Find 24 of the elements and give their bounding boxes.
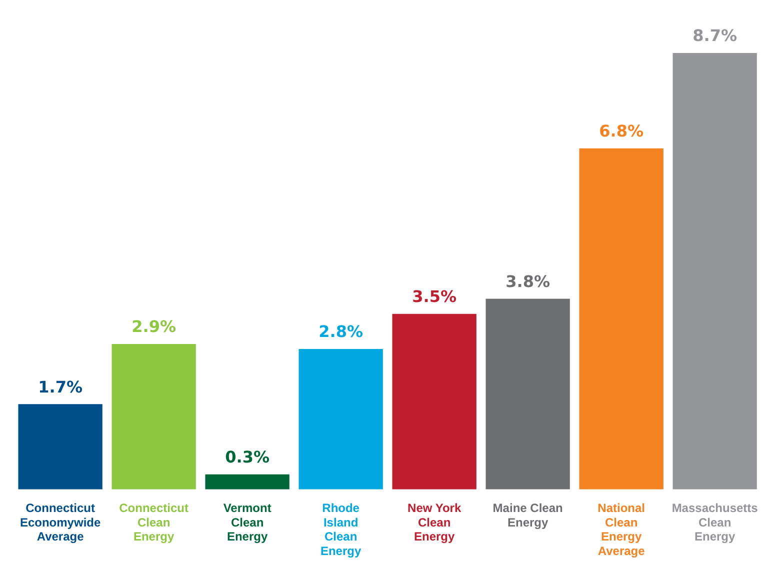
bar (579, 148, 664, 490)
x-tick-label: National Clean Energy Average (598, 500, 646, 558)
data-label: 1.7% (38, 377, 83, 396)
x-tick-label: Vermont Clean Energy (223, 500, 272, 544)
x-tick-label: Maine Clean Energy (492, 500, 563, 530)
bar (298, 348, 383, 490)
data-label: 8.7% (692, 26, 738, 46)
data-label: 2.8% (318, 322, 364, 342)
bar (18, 404, 102, 490)
bar (392, 314, 476, 490)
data-label: 3.5% (412, 287, 457, 306)
x-tick-label: Rhode Island Clean Energy (320, 500, 362, 558)
data-label: 0.3% (225, 448, 270, 467)
x-tick-label: New York Clean Energy (408, 500, 462, 544)
data-label: 3.8% (506, 272, 550, 291)
bar (486, 298, 570, 490)
bar (112, 344, 196, 490)
bar (205, 474, 290, 490)
x-tick-label: Connecticut Economywide Average (20, 500, 101, 544)
data-label: 6.8% (599, 122, 644, 140)
bar (672, 53, 757, 490)
data-label: 2.9% (132, 317, 176, 336)
x-tick-label: Connecticut Clean Energy (119, 500, 188, 544)
x-tick-label: Massachusetts Clean Energy (672, 500, 758, 544)
